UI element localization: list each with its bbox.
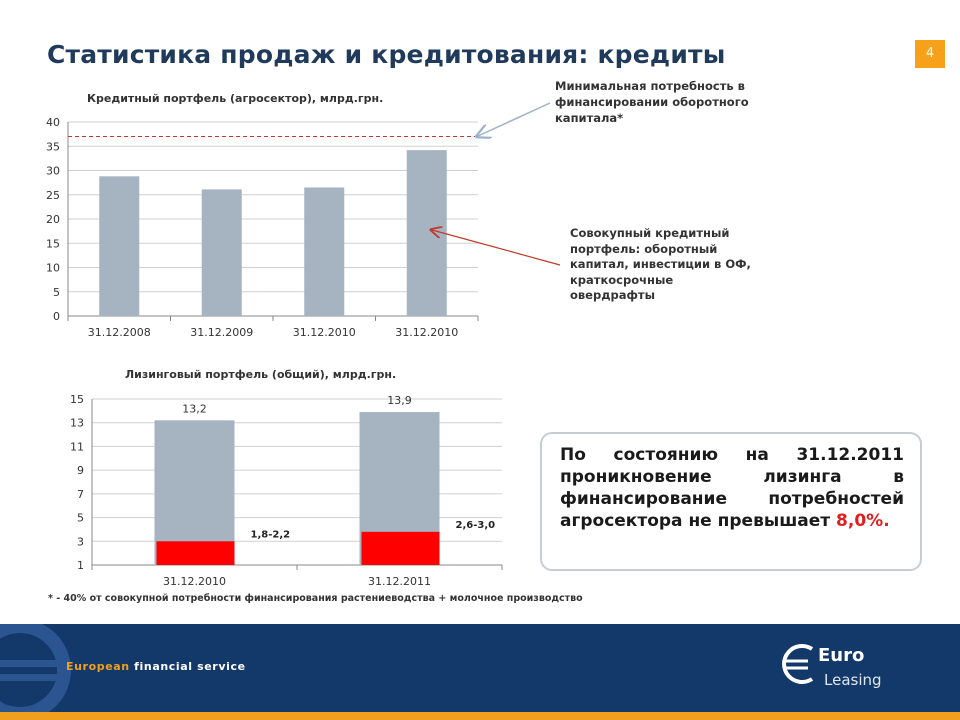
y-tick-label: 7 — [77, 488, 84, 501]
page-number: 4 — [915, 40, 945, 68]
x-tick-label: 31.12.2010 — [395, 326, 458, 339]
y-tick-label: 10 — [46, 262, 60, 275]
bar — [304, 187, 345, 316]
brand-swirl-icon — [782, 644, 814, 684]
y-tick-label: 30 — [46, 165, 60, 178]
footer-accent-bar — [0, 712, 960, 720]
y-tick-label: 20 — [46, 213, 60, 226]
x-tick-label: 31.12.2010 — [293, 326, 356, 339]
page-title: Статистика продаж и кредитования: кредит… — [47, 40, 726, 69]
range-label: 1,8-2,2 — [251, 529, 291, 540]
x-tick-label: 31.12.2010 — [163, 575, 226, 588]
y-tick-label: 35 — [46, 140, 60, 153]
euro-logo-mark — [0, 624, 71, 714]
brand-sub: Leasing — [824, 671, 882, 689]
y-tick-label: 5 — [77, 512, 84, 525]
range-label: 2,6-3,0 — [456, 520, 496, 531]
y-tick-label: 5 — [53, 286, 60, 299]
callout-highlight: 8,0%. — [836, 511, 890, 531]
footer-tagline: European financial service — [66, 660, 246, 673]
y-tick-label: 15 — [70, 393, 84, 406]
y-tick-label: 1 — [77, 559, 84, 572]
annotation-min-need: Минимальная потребность в финансировании… — [555, 79, 749, 125]
x-tick-label: 31.12.2011 — [368, 575, 431, 588]
leasing-portfolio-chart: 1357911131513,21,8-2,231.12.201013,92,6-… — [70, 393, 503, 588]
leasing-chart-title: Лизинговый портфель (общий), млрд.грн. — [125, 368, 397, 381]
arrow-min-need — [478, 102, 551, 136]
y-tick-label: 40 — [46, 116, 60, 129]
x-tick-label: 31.12.2009 — [190, 326, 253, 339]
data-label: 13,2 — [182, 402, 207, 415]
x-tick-label: 31.12.2008 — [88, 326, 151, 339]
y-tick-label: 13 — [70, 417, 84, 430]
brand-word: Euro — [818, 645, 865, 666]
y-tick-label: 15 — [46, 237, 60, 250]
data-label: 13,9 — [387, 394, 412, 407]
credit-chart-title: Кредитный портфель (агросектор), млрд.гр… — [87, 92, 384, 105]
y-tick-label: 0 — [53, 310, 60, 323]
callout-text: По состоянию на 31.12.2011 проникновение… — [560, 445, 904, 531]
credit-portfolio-chart: 0 5 10 15 20 25 30 35 40 31.12.2008 31.12.2009 31.1… — [46, 116, 479, 339]
bar-total — [154, 420, 235, 565]
arrow-total-portfolio — [432, 230, 561, 266]
y-tick-label: 3 — [77, 535, 84, 548]
bar — [201, 189, 242, 316]
bar-agro — [361, 531, 440, 565]
annotation-total-portfolio: Совокупный кредитный портфель: оборотный… — [570, 226, 751, 302]
penetration-callout: По состоянию на 31.12.2011 проникновение… — [540, 432, 922, 571]
bar — [99, 176, 140, 316]
footnote: * - 40% от совокупной потребности финанс… — [48, 593, 583, 604]
bar-agro — [156, 541, 235, 565]
y-tick-label: 9 — [77, 464, 84, 477]
y-tick-label: 25 — [46, 189, 60, 202]
y-tick-label: 11 — [70, 440, 84, 453]
